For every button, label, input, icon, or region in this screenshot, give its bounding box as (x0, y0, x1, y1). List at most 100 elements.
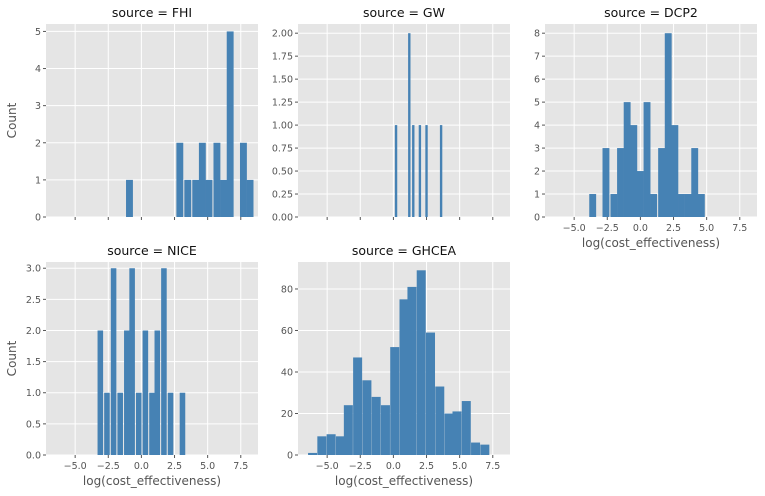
histogram-bar (636, 171, 644, 217)
histogram-bar (149, 392, 155, 455)
histogram-bar (610, 194, 618, 217)
x-tick-label: 7.5 (485, 461, 500, 472)
y-tick-label: 80 (281, 284, 293, 295)
histogram-bar (678, 194, 685, 217)
y-tick-label: 5 (534, 98, 540, 109)
facet-title: source = GHCEA (352, 243, 457, 258)
histogram-bar (461, 401, 471, 455)
histogram-bar (226, 31, 234, 217)
histogram-bar (124, 330, 130, 455)
histogram-bar (697, 194, 705, 217)
x-tick-label: 7.5 (233, 461, 248, 472)
histogram-bar (110, 268, 117, 455)
histogram-bar (480, 444, 490, 455)
histogram-bar (664, 33, 672, 217)
y-tick-label: 0.00 (272, 213, 293, 224)
histogram-bar (416, 270, 426, 455)
y-axis-label: Count (5, 340, 19, 376)
histogram-bar (142, 330, 149, 455)
histogram-bar (407, 286, 417, 455)
histogram-bar (317, 436, 327, 455)
y-tick-label: 4 (35, 64, 41, 75)
y-tick-label: 1.25 (272, 98, 293, 109)
histogram-bar (435, 386, 445, 455)
histogram-bar (213, 142, 221, 217)
histogram-bar (671, 125, 679, 217)
histogram-bar (394, 125, 398, 217)
histogram-bar (643, 102, 651, 217)
y-tick-label: 20 (281, 409, 293, 420)
histogram-bar (220, 179, 227, 217)
y-tick-label: 6 (534, 75, 540, 86)
histogram-bar (399, 299, 409, 455)
histogram-bar (154, 330, 161, 455)
y-tick-label: 0.75 (272, 144, 293, 155)
histogram-bar (589, 194, 597, 217)
x-tick-label: 0.0 (134, 461, 149, 472)
histogram-bar (684, 194, 692, 217)
y-tick-label: 8 (534, 29, 540, 40)
histogram-bar (126, 179, 133, 217)
y-tick-label: 1.50 (272, 75, 293, 86)
y-tick-label: 1.00 (272, 121, 293, 132)
y-tick-label: 2.0 (26, 326, 41, 337)
facet-title: source = NICE (107, 243, 197, 258)
histogram-bar (452, 411, 462, 455)
y-tick-label: 1 (534, 190, 540, 201)
histogram-bar (623, 102, 631, 217)
x-tick-label: −5.0 (316, 461, 339, 472)
x-tick-label: 2.5 (666, 223, 681, 234)
y-tick-label: 1.75 (272, 52, 293, 63)
histogram-bar (658, 148, 666, 217)
y-tick-label: 3 (534, 144, 540, 155)
y-tick-label: 3 (35, 101, 41, 112)
x-tick-label: 5.0 (200, 461, 215, 472)
histogram-bar (444, 413, 454, 455)
histogram-bar (246, 179, 254, 217)
y-tick-label: 0 (287, 451, 293, 462)
histogram-bar (650, 194, 658, 217)
y-tick-label: 0 (534, 213, 540, 224)
y-tick-label: 0.0 (26, 451, 41, 462)
histogram-bar (390, 347, 400, 455)
y-tick-label: 0.50 (272, 167, 293, 178)
y-tick-label: 2 (534, 167, 540, 178)
x-tick-label: 5.0 (452, 461, 467, 472)
histogram-bar (97, 330, 104, 455)
y-tick-label: 1 (35, 175, 41, 186)
y-tick-label: 7 (534, 52, 540, 63)
histogram-bar (630, 125, 638, 217)
histogram-bar (184, 179, 192, 217)
x-tick-label: 5.0 (699, 223, 714, 234)
y-axis-label: Count (5, 102, 19, 138)
y-tick-label: 2 (35, 138, 41, 149)
x-tick-label: −2.5 (97, 461, 120, 472)
histogram-bar (380, 405, 390, 455)
histogram-bar (239, 142, 247, 217)
x-tick-label: −2.5 (596, 223, 619, 234)
plot-background (545, 24, 757, 217)
x-tick-label: −5.0 (64, 461, 87, 472)
y-tick-label: 1.0 (26, 388, 41, 399)
y-tick-label: 0.5 (26, 419, 41, 430)
x-tick-label: 2.5 (167, 461, 182, 472)
y-tick-label: 2.5 (26, 295, 41, 306)
histogram-bar (179, 392, 186, 455)
histogram-bar (691, 148, 699, 217)
histogram-bar (198, 142, 206, 217)
y-tick-label: 0 (35, 213, 41, 224)
histogram-bar (353, 357, 363, 455)
x-tick-label: 2.5 (419, 461, 434, 472)
y-tick-label: 5 (35, 27, 41, 38)
histogram-bar (362, 380, 372, 455)
histogram-bar (308, 452, 318, 455)
y-tick-label: 0.25 (272, 190, 293, 201)
histogram-bar (412, 125, 415, 217)
histogram-bar (176, 142, 184, 217)
x-tick-label: −2.5 (349, 461, 372, 472)
x-tick-label: 0.0 (633, 223, 648, 234)
x-axis-label: log(cost_effectiveness) (335, 474, 473, 488)
y-tick-label: 1.5 (26, 357, 41, 368)
histogram-bar (192, 179, 200, 217)
